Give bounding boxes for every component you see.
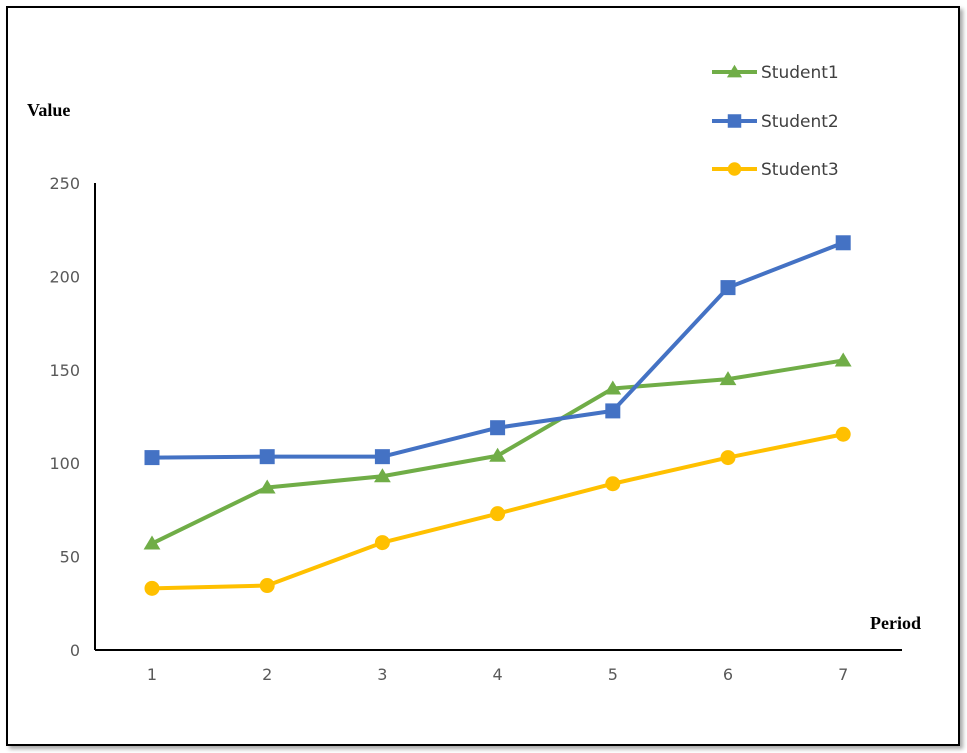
- data-point-student2: [490, 420, 506, 436]
- y-tick-labels: 0 50 100 150 200 250: [49, 174, 80, 660]
- x-tick-label: 5: [608, 665, 618, 684]
- data-point-student1: [143, 535, 161, 550]
- legend: Student1 Student2 Student3: [712, 63, 839, 180]
- data-point-student2: [144, 450, 160, 466]
- y-tick-label: 100: [49, 454, 80, 473]
- data-point-student3: [259, 578, 275, 594]
- legend-item-student2: Student2: [712, 112, 839, 132]
- legend-marker: [726, 64, 743, 78]
- legend-marker: [727, 114, 742, 128]
- x-tick-label: 4: [493, 665, 503, 684]
- data-point-student3: [605, 476, 621, 492]
- y-tick-label: 150: [49, 361, 80, 380]
- data-point-student3: [720, 450, 736, 466]
- legend-item-student3: Student3: [712, 160, 839, 180]
- data-point-student1: [374, 468, 391, 483]
- data-point-student1: [834, 352, 852, 367]
- data-point-student1: [719, 371, 737, 386]
- data-point-student3: [490, 506, 506, 522]
- series-markers: [143, 235, 852, 596]
- y-tick-label: 200: [49, 267, 80, 286]
- data-point-student3: [374, 535, 390, 551]
- x-tick-label: 3: [377, 665, 387, 684]
- legend-item-student1: Student1: [712, 63, 839, 83]
- x-tick-label: 2: [262, 665, 272, 684]
- legend-label: Student3: [761, 160, 839, 180]
- y-axis-title: Value: [27, 100, 70, 120]
- data-point-student3: [835, 426, 851, 442]
- x-tick-labels: 1 2 3 4 5 6 7: [147, 665, 848, 684]
- data-point-student2: [605, 403, 621, 419]
- x-tick-label: 6: [723, 665, 733, 684]
- chart-frame: [6, 6, 960, 746]
- legend-marker: [727, 162, 742, 176]
- data-point-student2: [835, 235, 851, 251]
- data-point-student1: [489, 447, 506, 462]
- legend-label: Student2: [761, 112, 839, 132]
- x-tick-label: 1: [147, 665, 157, 684]
- x-tick-label: 7: [838, 665, 848, 684]
- data-point-student1: [258, 479, 276, 494]
- data-point-student2: [259, 449, 275, 465]
- data-point-student1: [604, 380, 622, 395]
- series-lines: [150, 240, 846, 591]
- data-point-student2: [374, 449, 390, 465]
- data-point-student2: [720, 280, 736, 296]
- y-tick-label: 50: [60, 548, 80, 567]
- data-point-student3: [144, 580, 160, 596]
- axes: [94, 183, 902, 651]
- legend-label: Student1: [761, 63, 839, 83]
- x-axis-title: Period: [870, 613, 921, 633]
- y-tick-label: 0: [70, 641, 80, 660]
- y-tick-label: 250: [49, 174, 80, 193]
